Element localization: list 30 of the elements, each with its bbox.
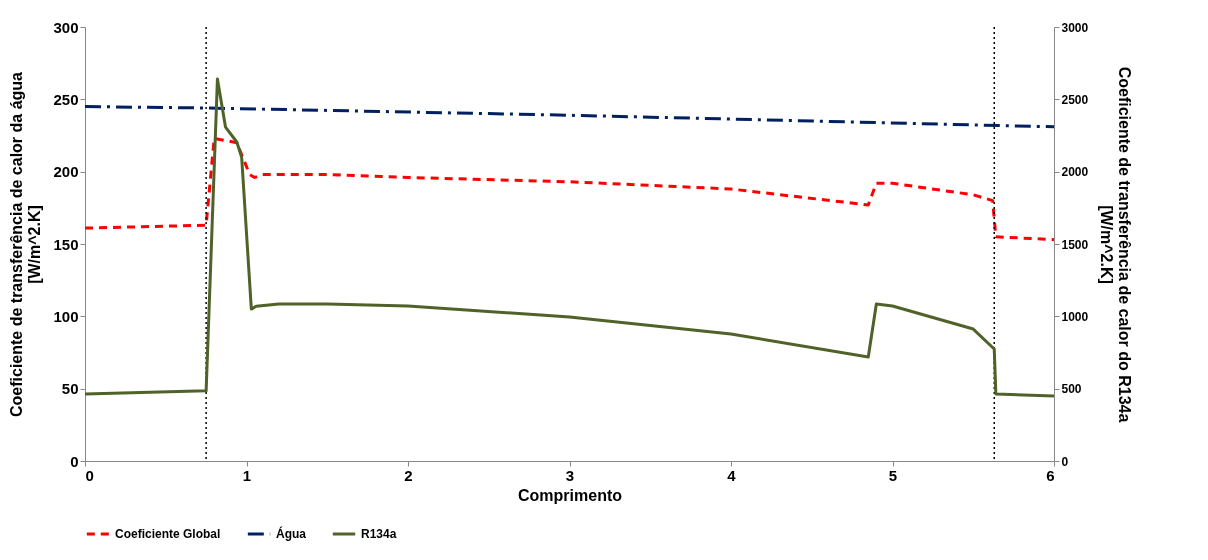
x-tick-label: 2 xyxy=(404,466,413,484)
y-tick-label: 100 xyxy=(53,307,79,325)
y-axis-title: Coeficiente de transferência de calor da água [W/m^2.K] xyxy=(8,71,44,418)
y-tick-label: 300 xyxy=(53,18,79,36)
y-tick-label: 50 xyxy=(61,380,79,398)
y-tick-label: 0 xyxy=(70,452,79,470)
y2-tick-label: 1500 xyxy=(1061,237,1089,252)
x-tick-label: 3 xyxy=(565,466,575,484)
y2-tick-label: 2000 xyxy=(1061,165,1089,180)
x-tick-label: 1 xyxy=(242,466,252,484)
legend-label: Coeficiente Global xyxy=(115,527,221,541)
legend-label: Água xyxy=(276,526,307,541)
y-tick-label: 250 xyxy=(53,90,79,108)
y2-tick-label: 500 xyxy=(1061,382,1082,397)
x-tick-label: 5 xyxy=(888,466,898,484)
y2-tick-label: 0 xyxy=(1061,454,1069,469)
x-tick-label: 6 xyxy=(1046,466,1055,484)
line-series xyxy=(83,77,1056,398)
y-tick-label: 150 xyxy=(53,235,79,253)
y2-axis-title: Coeficiente de transferência de calor do R134a [W/m^2.K] xyxy=(1098,66,1134,423)
y2-tick-label: 1000 xyxy=(1061,309,1089,324)
x-tick-label: 4 xyxy=(727,466,737,484)
y2-tick-label: 3000 xyxy=(1061,20,1089,35)
x-axis-title: Comprimento xyxy=(518,486,623,504)
legend-label: R134a xyxy=(361,527,397,541)
y2-tick-label: 2500 xyxy=(1061,92,1089,107)
y-tick-label: 200 xyxy=(53,163,79,181)
x-tick-label: 0 xyxy=(85,466,94,484)
line-series xyxy=(83,105,1056,129)
line-series xyxy=(83,136,1056,242)
